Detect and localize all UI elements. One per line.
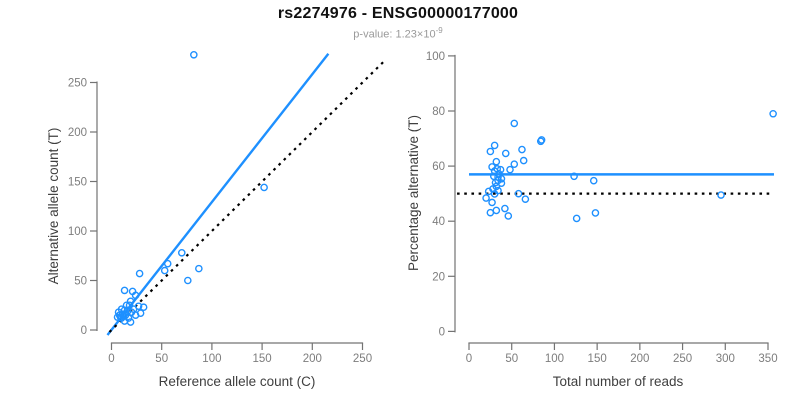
y-tick-label: 100	[68, 226, 87, 238]
data-point	[195, 264, 203, 273]
x-tick-label: 250	[673, 353, 692, 365]
data-point	[163, 259, 172, 268]
data-point	[492, 157, 501, 166]
x-tick-label: 100	[202, 353, 221, 365]
data-point	[589, 176, 598, 185]
data-point	[488, 198, 496, 207]
data-point	[501, 149, 510, 158]
y-tick-label: 0	[439, 326, 445, 338]
x-tick-label: 0	[108, 353, 114, 365]
y-tick-label: 60	[432, 161, 445, 173]
data-point	[518, 145, 526, 154]
data-point	[120, 286, 129, 295]
data-point	[484, 187, 493, 196]
pvalue-label: p-value:	[353, 28, 396, 41]
y-tick-label: 100	[426, 51, 445, 63]
data-point	[717, 191, 725, 199]
figure-subtitle: p-value: 1.23×10-9	[0, 26, 796, 41]
y-tick-label: 80	[432, 106, 445, 118]
x-axis-title: Reference allele count (C)	[159, 374, 316, 389]
data-point	[190, 50, 198, 59]
x-tick-label: 250	[353, 353, 372, 365]
y-tick-label: 150	[68, 177, 87, 189]
data-point	[486, 208, 495, 217]
data-point	[536, 137, 545, 146]
data-point	[260, 183, 268, 192]
data-point	[126, 297, 135, 306]
data-point	[131, 291, 140, 300]
data-point	[135, 269, 144, 278]
fitted-ratio-line	[106, 53, 330, 336]
data-point	[129, 305, 138, 314]
data-point	[514, 189, 523, 198]
data-point	[510, 160, 519, 168]
x-tick-label: 150	[588, 353, 607, 365]
y-tick-label: 250	[68, 78, 87, 90]
x-tick-label: 100	[545, 353, 564, 365]
x-tick-label: 50	[155, 353, 168, 365]
data-point	[490, 141, 499, 150]
y-tick-label: 40	[432, 216, 445, 228]
x-tick-label: 350	[758, 353, 777, 365]
data-point	[501, 204, 509, 213]
y-tick-label: 50	[74, 276, 87, 288]
x-tick-label: 200	[303, 353, 322, 365]
data-point	[492, 206, 501, 215]
data-point	[177, 248, 186, 257]
data-point	[769, 109, 777, 118]
data-point	[591, 209, 600, 217]
data-point	[160, 266, 169, 275]
x-axis-title: Total number of reads	[553, 374, 684, 389]
pvalue-exponent: -9	[435, 26, 443, 35]
data-point	[490, 190, 499, 198]
x-tick-label: 300	[716, 353, 735, 365]
data-point	[504, 212, 513, 220]
data-point	[125, 301, 134, 310]
data-point	[126, 318, 135, 326]
data-point	[510, 119, 519, 128]
data-point	[521, 195, 530, 203]
data-point	[570, 172, 578, 181]
data-point	[486, 147, 495, 156]
data-point	[506, 165, 514, 174]
data-point	[482, 194, 490, 202]
y-axis-title: Alternative allele count (T)	[46, 128, 61, 285]
x-tick-label: 200	[630, 353, 649, 365]
x-tick-label: 50	[505, 353, 518, 365]
figure-title: rs2274976 - ENSG00000177000	[277, 5, 519, 22]
y-tick-label: 200	[68, 127, 87, 139]
data-point	[519, 156, 528, 165]
x-tick-label: 0	[466, 353, 472, 365]
data-point	[572, 214, 581, 223]
pvalue-mantissa: 1.23×10	[395, 28, 436, 41]
data-point	[497, 179, 506, 187]
data-point	[139, 303, 148, 312]
data-point	[184, 276, 192, 285]
data-point	[116, 313, 125, 321]
x-tick-label: 150	[253, 353, 272, 365]
y-tick-label: 0	[81, 325, 87, 337]
figure-header: rs2274976 - ENSG00000177000 p-value: 1.2…	[0, 0, 796, 41]
y-tick-label: 20	[432, 271, 445, 283]
y-axis-title: Percentage alternative (T)	[406, 115, 421, 271]
